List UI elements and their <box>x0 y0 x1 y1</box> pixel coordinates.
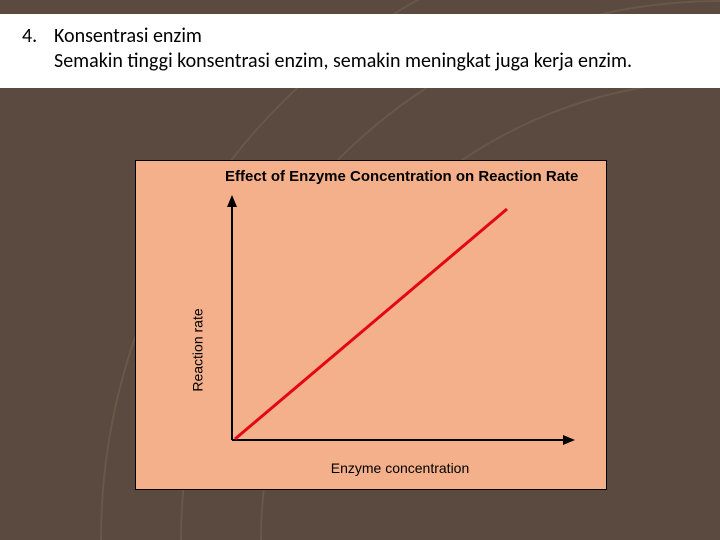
x-axis-label: Enzyme concentration <box>270 460 530 476</box>
list-description: Semakin tinggi konsentrasi enzim, semaki… <box>54 49 698 74</box>
y-axis-arrow <box>227 195 237 207</box>
y-axis-label: Reaction rate <box>191 305 206 395</box>
list-title: Konsentrasi enzim <box>54 24 698 49</box>
chart-plot <box>215 195 575 450</box>
data-series-line <box>235 209 507 439</box>
chart-title: Effect of Enzyme Concentration on Reacti… <box>225 168 595 185</box>
x-axis-arrow <box>563 435 575 445</box>
list-body: Konsentrasi enzim Semakin tinggi konsent… <box>54 24 698 74</box>
text-band: 4. Konsentrasi enzim Semakin tinggi kons… <box>0 14 720 88</box>
list-number: 4. <box>22 24 54 74</box>
list-item: 4. Konsentrasi enzim Semakin tinggi kons… <box>22 24 698 74</box>
